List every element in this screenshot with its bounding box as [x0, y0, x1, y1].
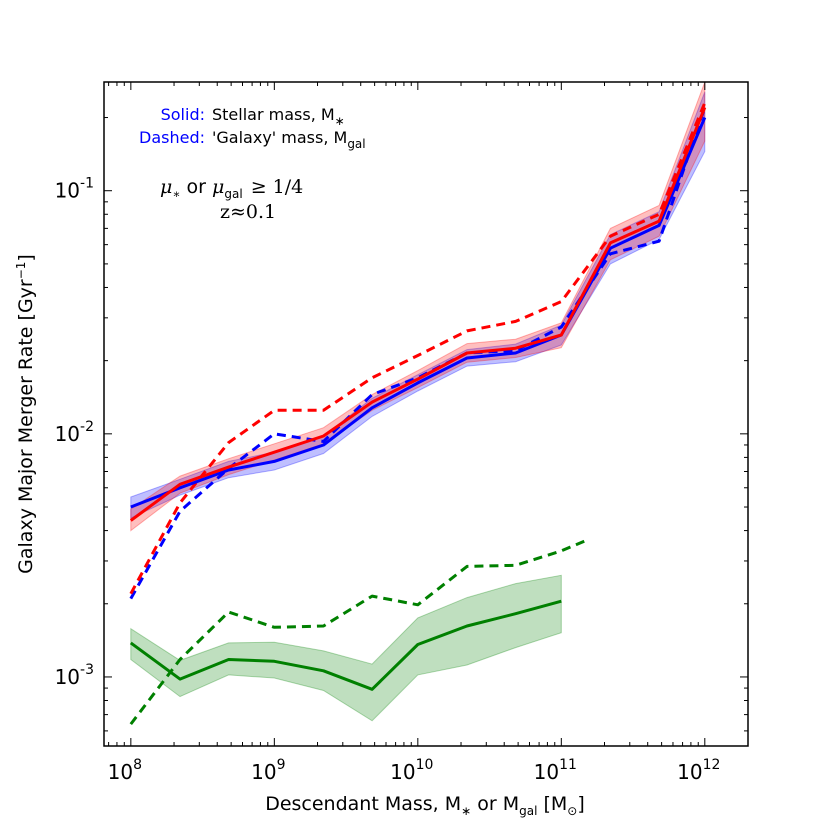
- y-axis-label: Galaxy Major Merger Rate [Gyr−1]: [14, 254, 37, 574]
- legend-solid-key: Solid:: [161, 105, 205, 124]
- series-lines: [129, 102, 707, 726]
- red-solid-band: [130, 81, 706, 532]
- ratio-annotation: μ∗ or μgal ≥ 1/4 z≈0.1: [160, 176, 303, 223]
- x-tick-label: 108: [108, 757, 142, 784]
- x-tick-label: 109: [251, 757, 285, 784]
- x-tick-label: 1010: [390, 757, 433, 784]
- y-tick-label: 10-3: [55, 662, 94, 689]
- ratio-threshold: μ∗ or μgal ≥ 1/4: [160, 176, 303, 201]
- x-tick-label: 1012: [677, 757, 720, 784]
- blue-dashed-line: [129, 107, 707, 600]
- green-solid-line: [129, 599, 562, 691]
- red-dashed-line: [129, 102, 707, 595]
- axis-ticks: [104, 82, 749, 746]
- legend-dashed-text: 'Galaxy' mass, Mgal: [212, 128, 366, 151]
- x-axis-label: Descendant Mass, M∗ or Mgal [M⊙]: [265, 793, 585, 818]
- legend: Solid: Stellar mass, M∗ Dashed: 'Galaxy'…: [139, 105, 366, 151]
- blue-solid-band: [130, 91, 706, 519]
- green-solid-band: [130, 574, 562, 722]
- legend-solid-text: Stellar mass, M∗: [212, 105, 345, 128]
- tick-labels: 108 109 1010 1011 1012 10-3 10-2 10-1: [55, 176, 721, 784]
- redshift-label: z≈0.1: [220, 201, 276, 223]
- y-tick-label: 10-1: [55, 176, 94, 203]
- red-solid-line: [129, 106, 707, 522]
- green-dashed-line: [129, 538, 588, 726]
- plot-frame: [103, 81, 749, 747]
- y-tick-label: 10-2: [55, 419, 94, 446]
- x-tick-label: 1011: [534, 757, 577, 784]
- legend-dashed-key: Dashed:: [139, 128, 205, 147]
- blue-solid-line: [130, 116, 707, 509]
